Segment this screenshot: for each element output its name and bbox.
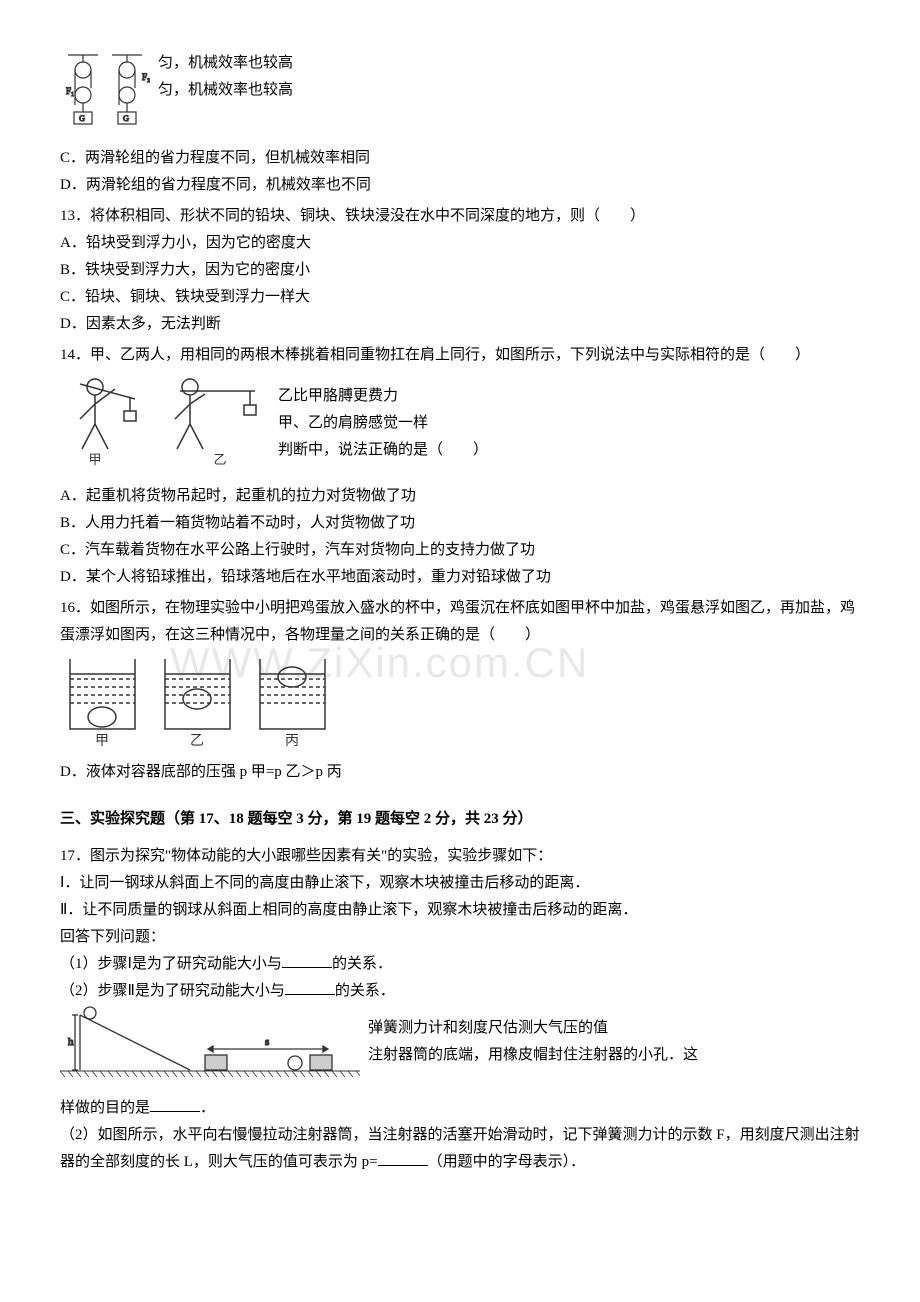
svg-text:F₁: F₁	[66, 86, 74, 96]
question-13: 13．将体积相同、形状不同的铅块、铜块、铁块浸没在水中不同深度的地方，则（ ） …	[60, 203, 860, 338]
beaker-diagram: 甲 乙 丙	[60, 649, 860, 759]
svg-text:F₂: F₂	[142, 72, 150, 82]
blank-3[interactable]	[150, 1095, 200, 1112]
svg-text:甲: 甲	[95, 734, 109, 749]
option-13b: B．铁块受到浮力大，因为它的密度小	[60, 257, 860, 284]
option-15d: D．某个人将铅球推出，铅球落地后在水平地面滚动时，重力对铅球做了功	[60, 564, 860, 591]
pulley-diagram: G F₁ G F₂	[60, 50, 150, 145]
q17-sub2-post: 的关系．	[335, 983, 395, 999]
question-14-stem: 14．甲、乙两人，用相同的两根木棒挑着相同重物扛在肩上同行，如图所示，下列说法中…	[60, 342, 860, 369]
question-16-stem: 16．如图所示，在物理实验中小明把鸡蛋放入盛水的杯中，鸡蛋沉在杯底如图甲杯中加盐…	[60, 595, 860, 649]
option-13d: D．因素太多，无法判断	[60, 311, 860, 338]
svg-text:h: h	[68, 1036, 74, 1048]
q17-sub2-pre: （2）步骤Ⅱ是为了研究动能大小与	[60, 983, 285, 999]
question-13-stem: 13．将体积相同、形状不同的铅块、铜块、铁块浸没在水中不同深度的地方，则（ ）	[60, 203, 860, 230]
ramp-diagram: h s	[60, 1005, 360, 1095]
blank-2[interactable]	[285, 978, 335, 995]
q17-sub2b: （2）如图所示，水平向右慢慢拉动注射器筒，当注射器的活塞开始滑动时，记下弹簧测力…	[60, 1122, 860, 1176]
option-12b-text2: 匀，机械效率也较高	[60, 77, 860, 104]
q17-tail-text: 样做的目的是	[60, 1100, 150, 1116]
svg-text:G: G	[123, 114, 129, 123]
option-12c: C．两滑轮组的省力程度不同，但机械效率相同	[60, 145, 860, 172]
q17-sub1-post: 的关系．	[332, 956, 392, 972]
option-12b-text: 匀，机械效率也较高	[60, 50, 860, 77]
q17-sub2: （2）步骤Ⅱ是为了研究动能大小与 的关系．	[60, 978, 860, 1005]
option-13a: A．铅块受到浮力小，因为它的密度大	[60, 230, 860, 257]
question-17: 17．图示为探究"物体动能的大小跟哪些因素有关"的实验，实验步骤如下： Ⅰ．让同…	[60, 843, 860, 1176]
question-15: A．起重机将货物吊起时，起重机的拉力对货物做了功 B．人用力托着一箱货物站着不动…	[60, 483, 860, 591]
option-13c: C．铅块、铜块、铁块受到浮力一样大	[60, 284, 860, 311]
section-3-title: 三、实验探究题（第 17、18 题每空 3 分，第 19 题每空 2 分，共 2…	[60, 806, 860, 833]
label-jia: 甲	[88, 452, 101, 467]
svg-text:丙: 丙	[285, 734, 299, 749]
svg-text:乙: 乙	[190, 733, 204, 749]
q17-answer-label: 回答下列问题：	[60, 924, 860, 951]
q17-sub1-pre: （1）步骤Ⅰ是为了研究动能大小与	[60, 956, 282, 972]
option-12d: D．两滑轮组的省力程度不同，机械效率也不同	[60, 172, 860, 199]
option-15b: B．人用力托着一箱货物站着不动时，人对货物做了功	[60, 510, 860, 537]
blank-4[interactable]	[378, 1149, 428, 1166]
q17-tail: 样做的目的是．	[60, 1095, 860, 1122]
q17-sub1: （1）步骤Ⅰ是为了研究动能大小与 的关系．	[60, 951, 860, 978]
label-yi: 乙	[213, 452, 226, 467]
people-carrying-diagram: 甲 乙	[60, 369, 270, 479]
svg-text:G: G	[79, 114, 85, 123]
blank-1[interactable]	[282, 951, 332, 968]
option-15a: A．起重机将货物吊起时，起重机的拉力对货物做了功	[60, 483, 860, 510]
question-16: WWW.ZiXin.com.CN 16．如图所示，在物理实验中小明把鸡蛋放入盛水…	[60, 595, 860, 786]
q17-step1: Ⅰ．让同一钢球从斜面上不同的高度由静止滚下，观察木块被撞击后移动的距离．	[60, 870, 860, 897]
option-15c: C．汽车载着货物在水平公路上行驶时，汽车对货物向上的支持力做了功	[60, 537, 860, 564]
q17-sub2b-post: （用题中的字母表示）．	[428, 1154, 586, 1170]
svg-text:s: s	[265, 1036, 269, 1048]
question-17-stem: 17．图示为探究"物体动能的大小跟哪些因素有关"的实验，实验步骤如下：	[60, 843, 860, 870]
q17-step2: Ⅱ．让不同质量的钢球从斜面上相同的高度由静止滚下，观察木块被撞击后移动的距离．	[60, 897, 860, 924]
option-16d: D．液体对容器底部的压强 p 甲=p 乙＞p 丙	[60, 759, 860, 786]
question-12: G F₁ G F₂ 匀，机械效率也较高 匀，机械效率也较高 C．两滑轮组的省力程…	[60, 50, 860, 199]
question-14: 14．甲、乙两人，用相同的两根木棒挑着相同重物扛在肩上同行，如图所示，下列说法中…	[60, 342, 860, 479]
